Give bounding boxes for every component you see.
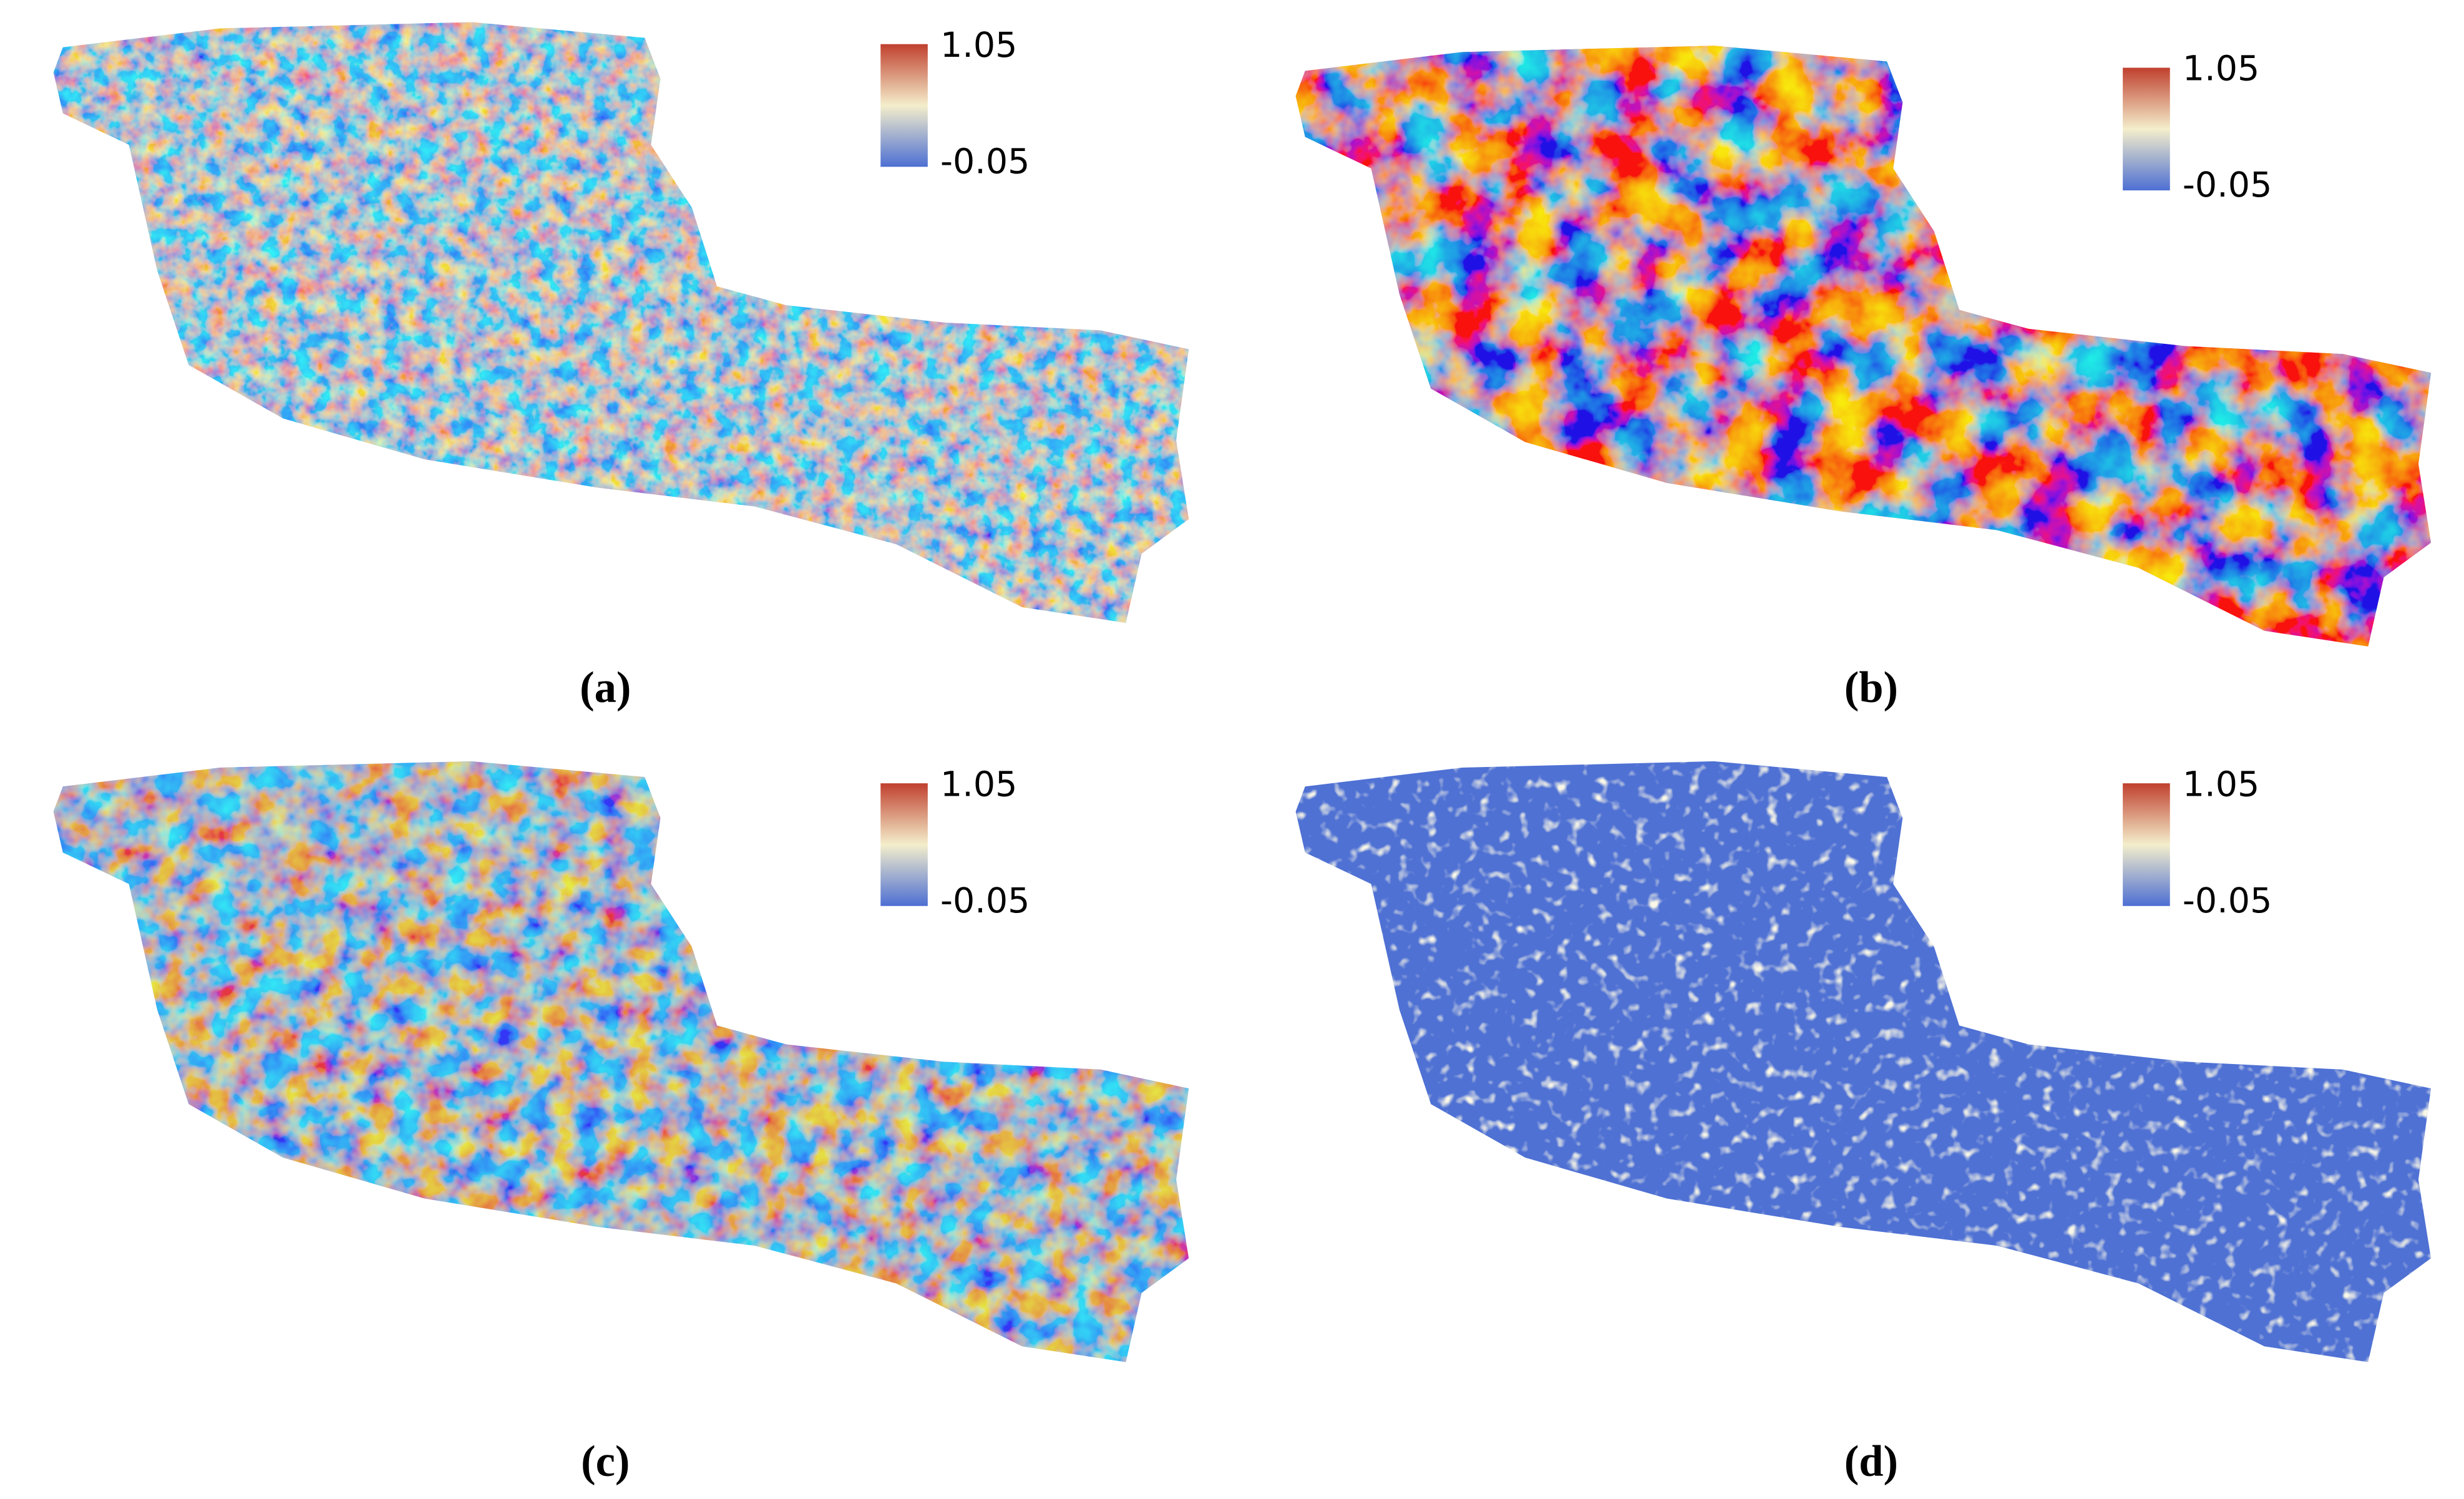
colorbar-max-label: 1.05 [2183, 49, 2259, 89]
colorbar-min-label: -0.05 [2183, 881, 2272, 921]
colorbar-min-label: -0.05 [940, 142, 1030, 182]
colorbar [2123, 783, 2170, 906]
map-panel: 1.05 -0.05 [53, 22, 1189, 623]
colorbar [880, 783, 928, 906]
colorbar-max-label: 1.05 [940, 764, 1017, 804]
map-texture [53, 761, 1189, 1362]
colorbar-max-label: 1.05 [2183, 764, 2259, 804]
map-panel: 1.05 -0.05 [53, 761, 1189, 1362]
map-panel: 1.05 -0.05 [1295, 761, 2432, 1362]
colorbar [880, 44, 928, 167]
panel-caption: (d) [1844, 1437, 1898, 1486]
map-texture [1295, 761, 2432, 1362]
colorbar-min-label: -0.05 [2183, 165, 2272, 205]
colorbar [2123, 67, 2170, 191]
colorbar-min-label: -0.05 [940, 881, 1030, 921]
panel-caption: (c) [581, 1437, 630, 1486]
map-panel: 1.05 -0.05 [1295, 46, 2432, 647]
map-texture [1295, 46, 2432, 647]
map-texture [53, 22, 1189, 623]
panel-caption: (a) [580, 663, 631, 712]
colorbar-max-label: 1.05 [940, 26, 1017, 66]
panel-caption: (b) [1844, 663, 1898, 712]
